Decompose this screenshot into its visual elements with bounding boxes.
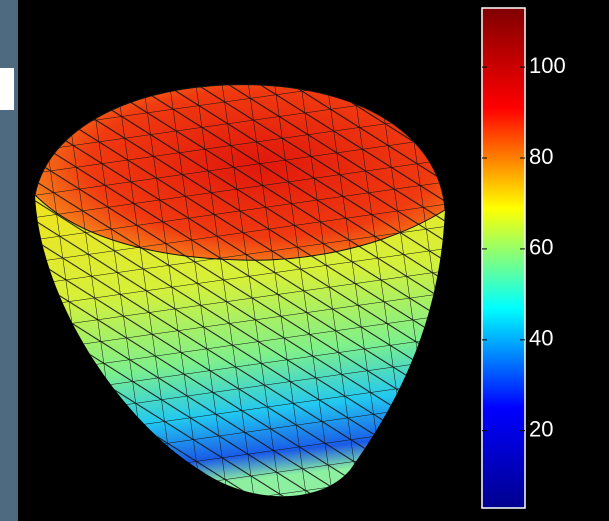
colorbar-tick-label: 20 <box>529 417 553 442</box>
colorbar: 20 40 60 80 100 <box>482 8 566 508</box>
colorbar-tick-label: 100 <box>529 53 566 78</box>
chart: 20 40 60 80 100 <box>0 0 609 521</box>
colorbar-scale <box>482 8 525 508</box>
surface <box>0 0 480 521</box>
colorbar-tick-label: 40 <box>529 326 553 351</box>
colorbar-tick-label: 80 <box>529 144 553 169</box>
colorbar-tick-label: 60 <box>529 235 553 260</box>
inner-mesh <box>35 85 445 261</box>
background-box <box>0 68 14 110</box>
